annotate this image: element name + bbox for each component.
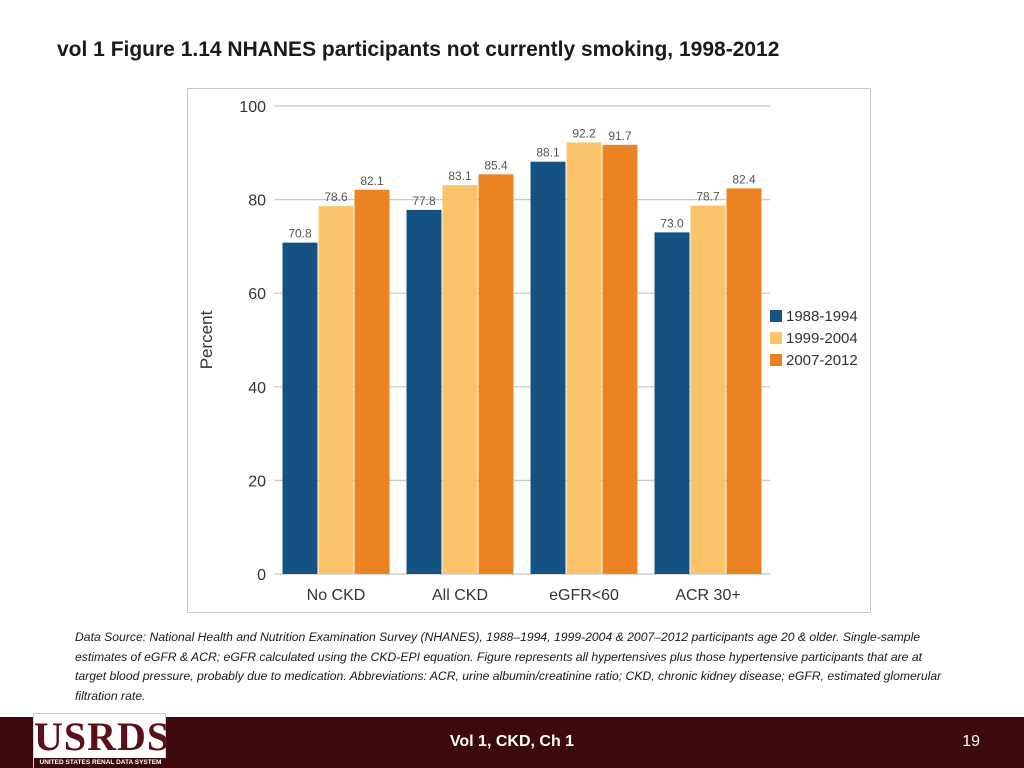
bar [602, 144, 638, 574]
legend-label: 1988-1994 [786, 308, 858, 325]
y-tick-label: 0 [257, 567, 266, 584]
bar-data-label: 82.4 [732, 172, 756, 186]
footer-bar [0, 717, 1024, 768]
bar [478, 174, 514, 574]
legend-label: 1999-2004 [786, 330, 858, 347]
bar-data-label: 77.8 [412, 194, 436, 208]
legend-swatch [770, 354, 782, 366]
bar [566, 142, 602, 574]
y-tick-label: 40 [248, 380, 266, 397]
bar-data-label: 91.7 [608, 129, 632, 143]
usrds-logo: USRDS UNITED STATES RENAL DATA SYSTEM [33, 713, 171, 768]
bar-data-label: 78.7 [696, 190, 720, 204]
legend-swatch [770, 332, 782, 344]
bar-data-label: 85.4 [484, 158, 508, 172]
chart-frame: 0 20 40 60 80 100 Percent 70.8 78.6 82.1 No CKD 77.… [187, 88, 871, 613]
bar [442, 185, 478, 574]
bar [282, 242, 318, 574]
x-category-label: All CKD [432, 587, 488, 604]
bar [530, 161, 566, 574]
legend-swatch [770, 310, 782, 322]
y-tick-label: 100 [239, 99, 266, 116]
x-category-label: eGFR<60 [549, 587, 619, 604]
legend-label: 2007-2012 [786, 352, 858, 369]
x-category-label: ACR 30+ [675, 587, 740, 604]
bar-data-label: 78.6 [324, 190, 348, 204]
logo-subtext: UNITED STATES RENAL DATA SYSTEM [34, 758, 167, 768]
bar-data-label: 82.1 [360, 174, 384, 188]
bar [354, 189, 390, 574]
footer-chapter-label: Vol 1, CKD, Ch 1 [449, 733, 575, 750]
bar-chart: 0 20 40 60 80 100 Percent 70.8 78.6 82.1 No CKD 77.… [197, 99, 858, 604]
y-axis-title: Percent [197, 310, 216, 369]
y-tick-label: 60 [248, 286, 266, 303]
bar-data-label: 92.2 [572, 127, 596, 141]
x-category-label: No CKD [307, 587, 366, 604]
bar [654, 232, 690, 575]
data-source-note: Data Source: National Health and Nutriti… [75, 630, 942, 703]
bar-data-label: 83.1 [448, 169, 472, 183]
bar [318, 206, 354, 574]
bar-data-label: 73.0 [660, 216, 684, 230]
y-tick-label: 80 [248, 193, 266, 210]
logo-text: USRDS [34, 714, 171, 759]
bar [406, 209, 442, 574]
slide-title: vol 1 Figure 1.14 NHANES participants no… [57, 38, 780, 61]
page-number: 19 [962, 733, 980, 750]
bar-data-label: 70.8 [288, 227, 312, 241]
bar [726, 188, 762, 575]
bar-data-label: 88.1 [536, 146, 560, 160]
bar [690, 205, 726, 574]
y-tick-label: 20 [248, 473, 266, 490]
